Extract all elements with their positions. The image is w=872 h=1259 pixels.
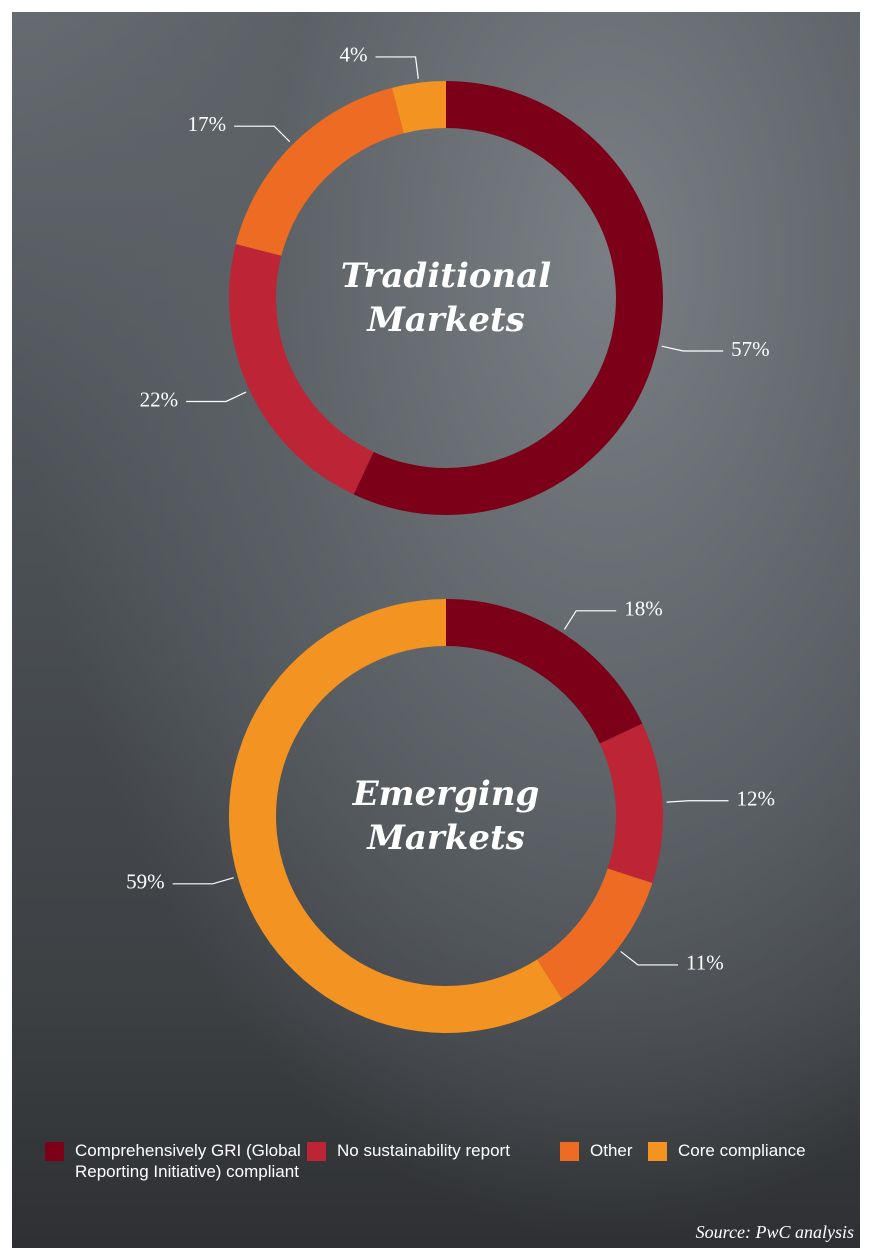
legend-item: Comprehensively GRI (Global Reporting In… (45, 1140, 315, 1182)
value-label: 12% (737, 787, 776, 811)
leader-line (172, 877, 234, 885)
leader-line (563, 610, 617, 630)
donut-segment (353, 81, 663, 516)
legend-label: Core compliance (678, 1141, 806, 1160)
legend-item: Other (560, 1140, 670, 1161)
donut-segment (446, 599, 643, 744)
value-label: 17% (188, 112, 227, 136)
legend-swatch (307, 1142, 326, 1161)
chart-title: Emerging Markets (352, 774, 540, 858)
donut-segment (229, 599, 563, 1033)
source: Source: PwC analysis (695, 1222, 854, 1242)
legend-label: Comprehensively GRI (Global Reporting In… (75, 1141, 301, 1181)
legend-label: Other (590, 1141, 633, 1160)
donut-segment (392, 81, 446, 134)
legend-swatch (560, 1142, 579, 1161)
leader-line (375, 56, 419, 79)
value-label: 4% (340, 43, 368, 67)
donut-segment (599, 723, 663, 884)
leader-line (666, 800, 729, 803)
legend-item: Core compliance (648, 1140, 872, 1161)
chart-title: Traditional Markets (340, 256, 552, 340)
donut-segment (235, 87, 404, 256)
leader-line (661, 345, 724, 352)
legend-label: No sustainability report (337, 1141, 510, 1160)
leader-line (234, 125, 291, 143)
leader-line (620, 950, 679, 966)
donut-segment (229, 244, 374, 495)
legend-swatch (45, 1142, 64, 1161)
leader-line (186, 391, 247, 403)
value-label: 57% (731, 337, 770, 361)
value-label: 18% (624, 597, 663, 621)
value-label: 59% (126, 870, 165, 894)
value-label: 22% (140, 387, 179, 411)
donut-segment (537, 868, 653, 1000)
legend-swatch (648, 1142, 667, 1161)
value-label: 11% (686, 951, 724, 975)
legend: Comprehensively GRI (Global Reporting In… (45, 1140, 845, 1210)
legend-item: No sustainability report (307, 1140, 577, 1161)
